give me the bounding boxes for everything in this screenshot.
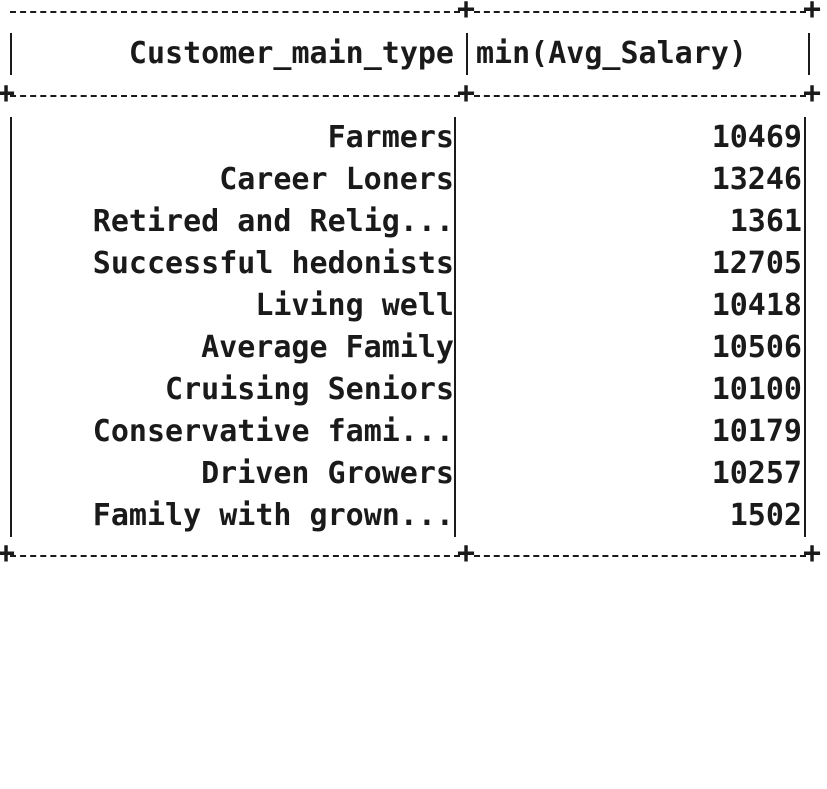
table-row: Retired and Relig... 1361 <box>0 201 827 243</box>
table-row: Cruising Seniors 10100 <box>0 369 827 411</box>
cell-customer-main-type: Successful hedonists <box>92 246 454 281</box>
cell-customer-main-type: Average Family <box>201 330 454 365</box>
query-result-table: + + Customer_main_type min(Avg_Salary) +… <box>0 0 827 571</box>
table-border-header: + + + <box>0 76 822 111</box>
cell-customer-main-type: Conservative fami... <box>92 414 454 449</box>
table-row: Successful hedonists 12705 <box>0 243 827 285</box>
table-border-top: + + <box>0 0 827 25</box>
table-row: Family with grown... 1502 <box>0 495 827 537</box>
table-row: Conservative fami... 10179 <box>0 411 827 453</box>
cell-min-avg-salary: 10100 <box>711 372 802 407</box>
cell-min-avg-salary: 13246 <box>711 162 802 197</box>
cell-min-avg-salary: 10257 <box>711 456 802 491</box>
cell-customer-main-type: Driven Growers <box>201 456 454 491</box>
column-header-customer-main-type: Customer_main_type <box>128 36 454 71</box>
cell-min-avg-salary: 1502 <box>729 498 802 533</box>
table-row: Driven Growers 10257 <box>0 453 827 495</box>
cell-min-avg-salary: 12705 <box>711 246 802 281</box>
table-row: Living well 10418 <box>0 285 827 327</box>
table-border-bottom: + + + <box>0 536 822 571</box>
cell-customer-main-type: Retired and Relig... <box>92 204 454 239</box>
table-row: Career Loners 13246 <box>0 159 827 201</box>
cell-customer-main-type: Career Loners <box>219 162 454 197</box>
cell-customer-main-type: Cruising Seniors <box>165 372 454 407</box>
table-row: Farmers 10469 <box>0 117 827 159</box>
cell-customer-main-type: Living well <box>255 288 454 323</box>
cell-min-avg-salary: 1361 <box>729 204 802 239</box>
cell-min-avg-salary: 10179 <box>711 414 802 449</box>
cell-customer-main-type: Family with grown... <box>92 498 454 533</box>
table-row: Average Family 10506 <box>0 327 827 369</box>
cell-min-avg-salary: 10506 <box>711 330 802 365</box>
cell-min-avg-salary: 10469 <box>711 120 802 155</box>
table-header-row: Customer_main_type min(Avg_Salary) <box>0 33 827 75</box>
cell-customer-main-type: Farmers <box>327 120 454 155</box>
cell-min-avg-salary: 10418 <box>711 288 802 323</box>
column-header-min-avg-salary: min(Avg_Salary) <box>476 36 747 71</box>
